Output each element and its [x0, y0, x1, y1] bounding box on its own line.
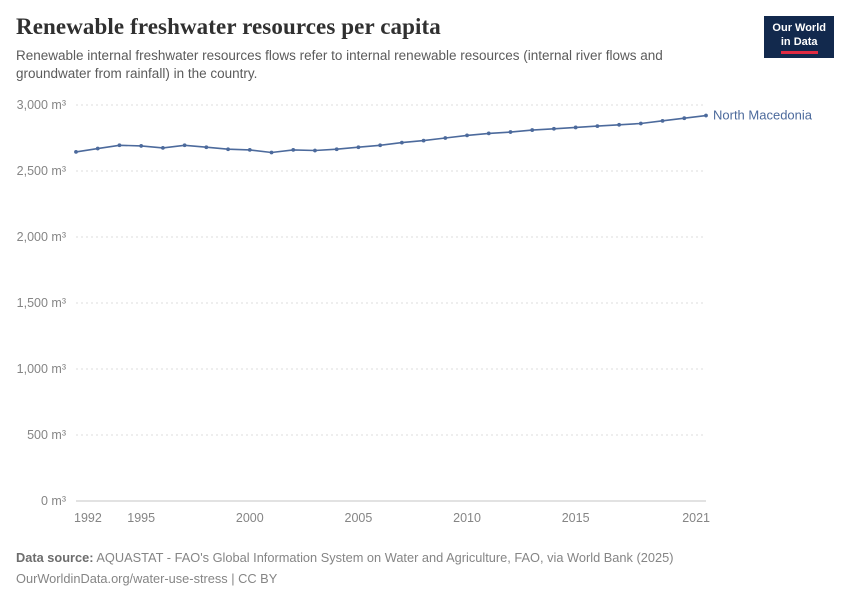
data-source-text: AQUASTAT - FAO's Global Information Syst… [93, 550, 674, 566]
data-point[interactable] [617, 123, 622, 128]
chart-header: Renewable freshwater resources per capit… [16, 14, 834, 83]
data-point[interactable] [421, 139, 426, 143]
data-point[interactable] [530, 128, 535, 133]
data-point[interactable] [313, 149, 317, 153]
data-point[interactable] [74, 150, 78, 155]
data-point[interactable] [595, 124, 600, 129]
x-axis-tick-label: 2021 [682, 511, 710, 525]
owid-logo-line2: in Data [780, 36, 818, 54]
data-point[interactable] [269, 151, 274, 155]
series-end-label[interactable]: North Macedonia [713, 108, 813, 123]
data-point[interactable] [638, 122, 643, 126]
x-axis-tick-label: 1992 [74, 511, 102, 525]
y-axis-tick-label: 500 m³ [27, 428, 66, 442]
data-point[interactable] [204, 145, 209, 150]
data-source-line: Data source: AQUASTAT - FAO's Global Inf… [16, 548, 834, 568]
data-point[interactable] [465, 133, 469, 138]
data-point[interactable] [399, 141, 404, 145]
data-point[interactable] [160, 146, 165, 151]
data-point[interactable] [95, 147, 100, 151]
x-axis-tick-label: 1995 [127, 511, 155, 525]
x-axis-tick-label: 2010 [453, 511, 481, 525]
y-axis-tick-label: 1,500 m³ [17, 296, 66, 310]
data-source-label: Data source: [16, 550, 94, 566]
data-point[interactable] [139, 144, 144, 149]
owid-logo-line1: Our World [772, 22, 826, 34]
chart-footer: Data source: AQUASTAT - FAO's Global Inf… [16, 548, 834, 589]
y-axis-tick-label: 3,000 m³ [17, 98, 66, 112]
x-axis-tick-label: 2000 [236, 511, 264, 525]
data-point[interactable] [508, 130, 513, 135]
y-axis-tick-label: 1,000 m³ [17, 362, 66, 376]
line-chart-svg[interactable]: 0 m³ 500 m³ 1,000 m³ 1,500 m³ 2,000 m³ 2,500 … [16, 91, 834, 539]
data-point[interactable] [291, 148, 296, 153]
owid-logo[interactable]: Our World in Data [764, 16, 834, 58]
header-text: Renewable freshwater resources per capit… [16, 14, 716, 83]
y-axis-tick-label: 0 m³ [41, 494, 66, 508]
attribution-line[interactable]: OurWorldinData.org/water-use-stress | CC… [16, 570, 278, 586]
page-title: Renewable freshwater resources per capit… [16, 14, 441, 39]
page-subtitle: Renewable internal freshwater resources … [16, 48, 663, 82]
x-axis-tick-label: 2005 [345, 511, 373, 525]
data-point[interactable] [182, 143, 187, 148]
series-line [75, 115, 707, 154]
data-point[interactable] [573, 125, 578, 130]
data-point[interactable] [334, 147, 339, 152]
data-point[interactable] [226, 147, 230, 152]
data-point[interactable] [660, 119, 665, 124]
y-axis-tick-label: 2,000 m³ [17, 230, 66, 244]
data-point[interactable] [443, 136, 448, 141]
y-axis-tick-label: 2,500 m³ [17, 164, 66, 178]
data-point[interactable] [552, 127, 556, 132]
data-point[interactable] [682, 116, 687, 121]
data-point[interactable] [704, 114, 708, 118]
data-point[interactable] [117, 143, 122, 148]
data-point[interactable] [356, 145, 361, 150]
x-axis-tick-label: 2015 [562, 511, 590, 525]
data-point[interactable] [378, 143, 383, 148]
data-point[interactable] [486, 131, 491, 136]
data-point[interactable] [247, 148, 252, 153]
chart-area: 0 m³ 500 m³ 1,000 m³ 1,500 m³ 2,000 m³ 2,500 … [16, 91, 834, 544]
